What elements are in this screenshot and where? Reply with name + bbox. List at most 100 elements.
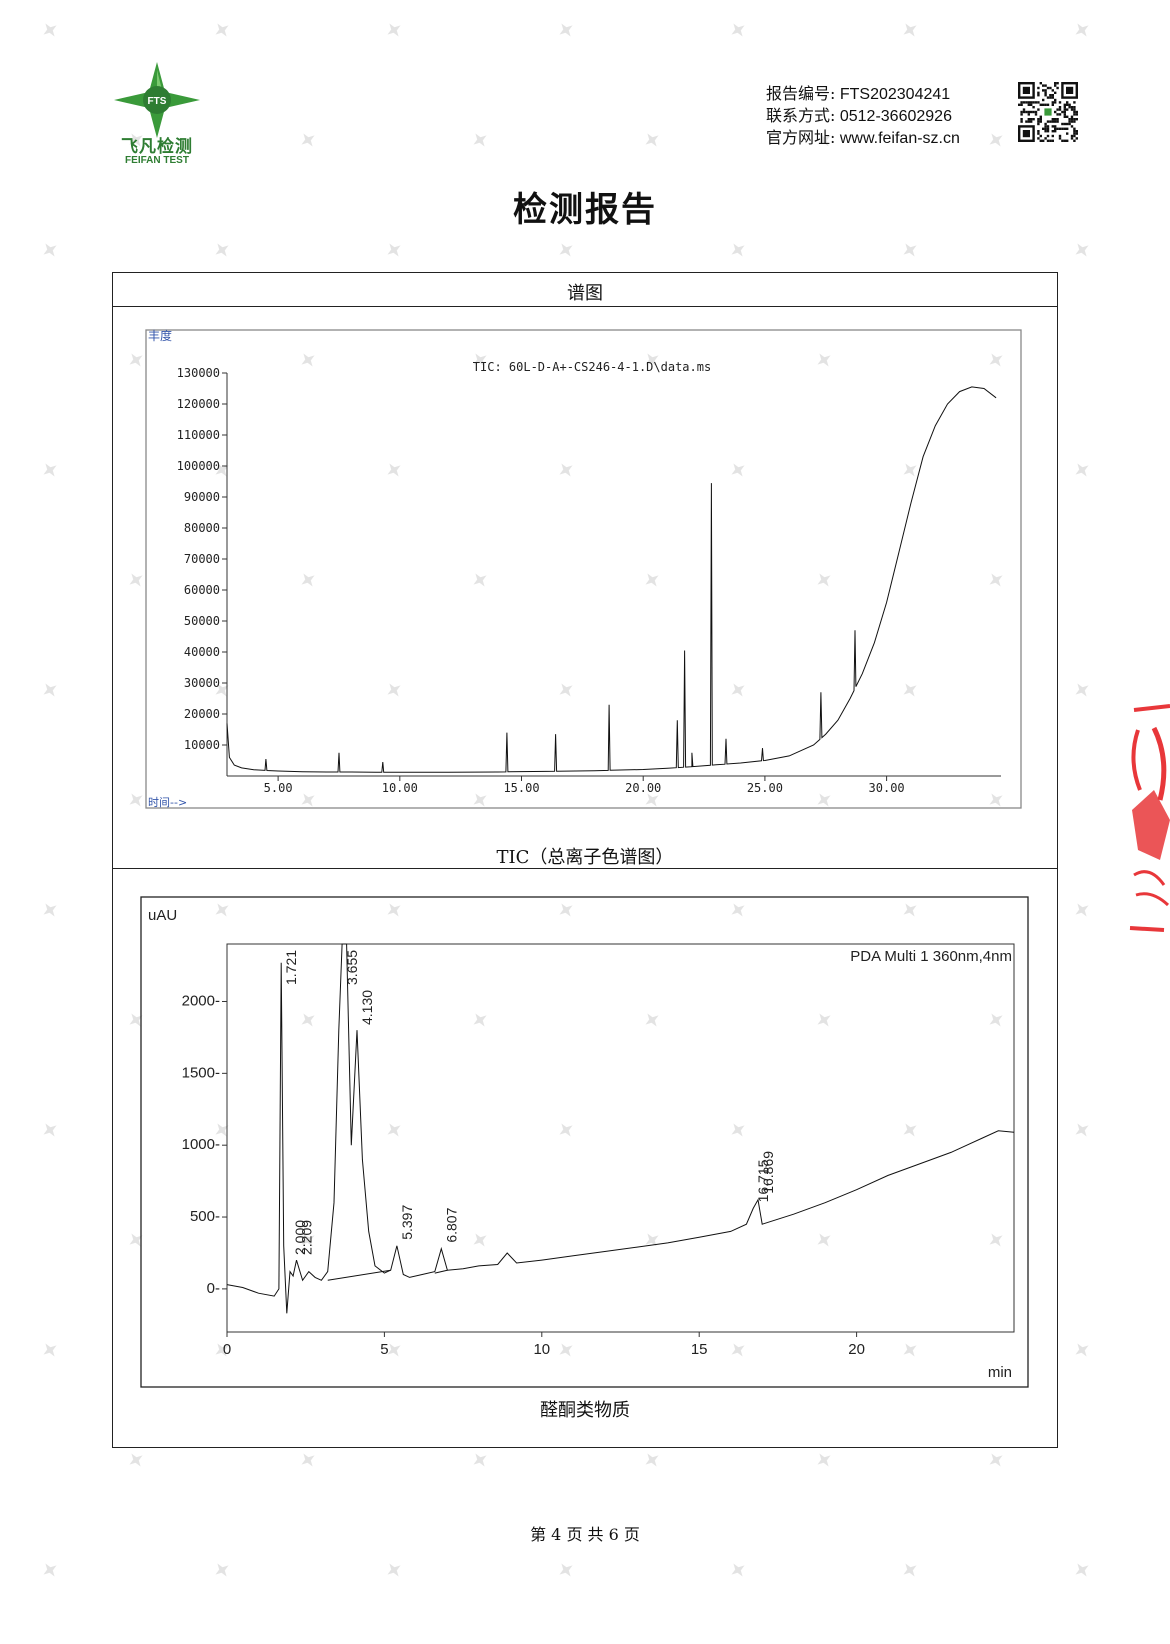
watermark-star-icon [43,683,57,697]
qr-module [1070,118,1074,121]
qr-module [1054,98,1057,102]
qr-module [1056,108,1059,111]
watermark-star-icon [559,903,573,917]
watermark-star-icon [645,793,659,807]
qr-module [1070,108,1074,111]
qr-module [1030,101,1033,104]
watermark-star-icon [43,1343,57,1357]
qr-module [1042,127,1045,130]
watermark-star-shape [731,243,745,257]
qr-module [1046,86,1050,90]
plot-area-border [226,943,1015,1333]
watermark-star-shape [989,1013,1003,1027]
qr-module [1039,134,1042,138]
qr-module [1054,127,1057,130]
watermark-star-icon [301,133,315,147]
watermark-star-icon [129,133,143,147]
tic-chart-title: TIC: 60L-D-A+-CS246-4-1.D\data.ms [473,360,711,374]
qr-module [1051,89,1054,92]
watermark-star-icon [301,1013,315,1027]
watermark-star-shape [903,903,917,917]
qr-module [1037,120,1040,123]
pda-x-axis-label: min [988,1364,1012,1381]
qr-module [1056,118,1059,121]
watermark-star-shape [301,1233,315,1247]
watermark-star-icon [989,1013,1003,1027]
qr-module [1046,120,1050,123]
watermark-star-shape [989,793,1003,807]
watermark-star-shape [387,1563,401,1577]
watermark-star-icon [473,573,487,587]
integration-baseline [327,1269,391,1281]
qr-module [1073,127,1076,130]
qr-finder [1022,130,1030,138]
watermark-star-shape [645,353,659,367]
y-tick-label: 0- [207,1280,220,1297]
watermark-star-shape [559,463,573,477]
watermark-star-icon [817,573,831,587]
watermark-star-icon [43,1123,57,1137]
watermark-star-icon [645,133,659,147]
watermark-star-icon [387,1123,401,1137]
watermark-star-icon [645,1013,659,1027]
watermark-star-icon [473,793,487,807]
qr-module [1051,103,1054,106]
watermark-star-icon [731,23,745,37]
qr-module [1025,110,1028,114]
watermark-star-shape [731,903,745,917]
qr-module [1073,110,1076,114]
qr-module [1073,106,1076,109]
watermark-star-shape [1075,1123,1089,1137]
qr-module [1058,134,1062,138]
peak-label: 4.130 [359,990,375,1025]
qr-module [1037,86,1040,90]
watermark-star-icon [215,23,229,37]
watermark-star-shape [215,1123,229,1137]
qr-module [1027,120,1030,123]
x-tick-label: 20 [848,1341,865,1358]
qr-module [1044,137,1047,140]
watermark-star-shape [387,243,401,257]
qr-module [1051,125,1054,128]
watermark-star-shape [645,133,659,147]
watermark-star-icon [817,1453,831,1467]
qr-module [1070,134,1074,138]
watermark-star-shape [559,1123,573,1137]
watermark-star-shape [473,793,487,807]
logo-name-en: FEIFAN TEST [125,155,189,166]
watermark-star-shape [989,1233,1003,1247]
qr-module [1030,103,1033,106]
qr-module [1044,127,1047,130]
qr-module [1046,96,1050,99]
watermark-star-shape [473,573,487,587]
y-tick-label: 80000 [184,521,220,535]
watermark-star-icon [1075,243,1089,257]
y-tick-label: 90000 [184,490,220,504]
qr-module [1056,127,1059,130]
watermark-star-shape [903,23,917,37]
watermark-star-shape [215,463,229,477]
watermark-star-icon [817,353,831,367]
watermark-star-icon [129,1453,143,1467]
contact-label: 联系方式: [766,106,836,125]
qr-module [1063,115,1066,118]
qr-module [1066,108,1069,111]
qr-module [1058,106,1062,109]
qr-center-logo [1044,108,1052,116]
qr-module [1075,118,1078,121]
watermark-star-icon [473,133,487,147]
qr-module [1049,120,1052,123]
chart-frame [140,896,1029,1388]
watermark-star-icon [645,1453,659,1467]
qr-module [1020,113,1023,116]
watermark-star-icon [559,23,573,37]
x-tick-label: 15 [691,1341,708,1358]
qr-finder [1022,86,1030,94]
qr-module [1054,84,1057,87]
integration-baseline [434,1269,448,1274]
watermark-star-icon [903,683,917,697]
watermark-star-shape [989,133,1003,147]
qr-module [1063,113,1066,116]
watermark-star-shape [989,1453,1003,1467]
watermark-star-shape [43,683,57,697]
